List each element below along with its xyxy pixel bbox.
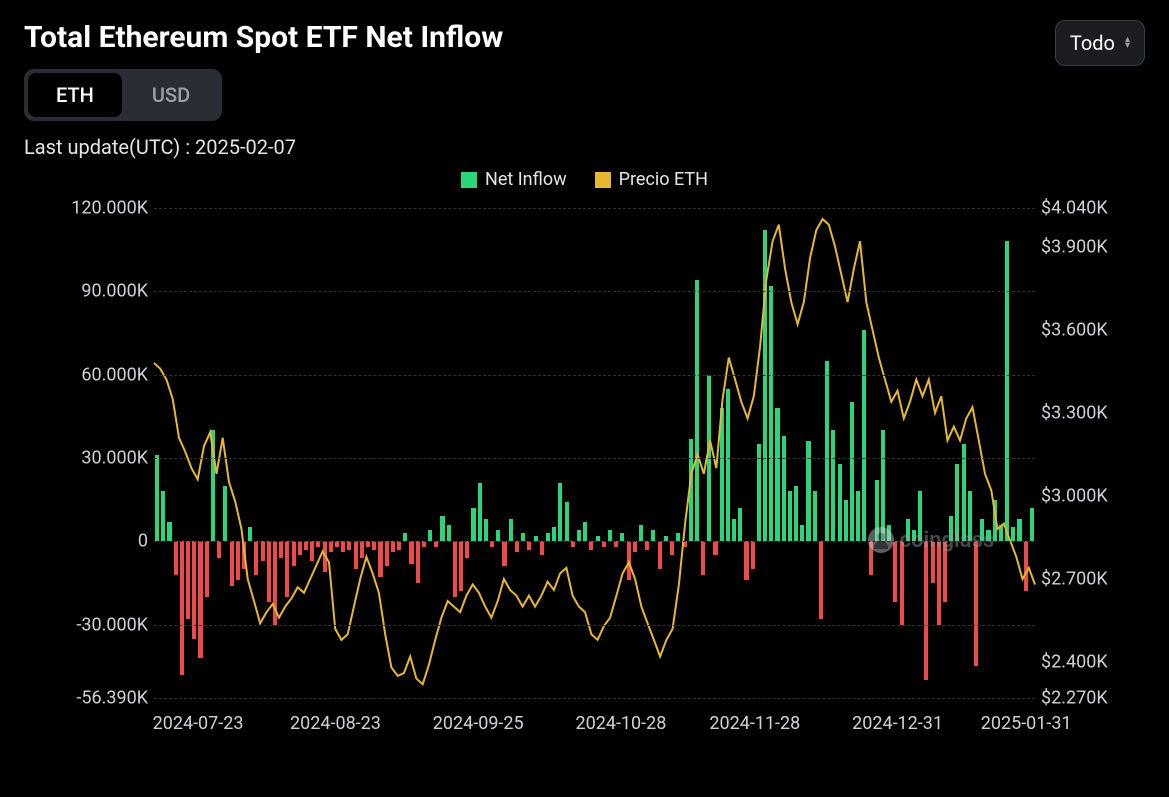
y-left-label: 30.000K — [81, 448, 148, 469]
x-label: 2024-09-25 — [433, 713, 524, 734]
gridline — [154, 375, 1035, 376]
x-label: 2024-12-31 — [852, 713, 943, 734]
y-right-label: $2.400K — [1041, 652, 1108, 673]
currency-tabs: ETH USD — [24, 69, 222, 121]
last-update-text: Last update(UTC) : 2025-02-07 — [24, 135, 1145, 159]
y-left-label: 60.000K — [81, 364, 148, 385]
legend-swatch-inflow-icon — [461, 172, 477, 188]
gridline — [154, 625, 1035, 626]
y-right-label: $4.040K — [1041, 198, 1108, 219]
legend-price-eth-label: Precio ETH — [619, 169, 708, 190]
y-left-label: -56.390K — [76, 688, 148, 709]
x-label: 2024-07-23 — [153, 713, 244, 734]
gridline — [154, 458, 1035, 459]
y-right-label: $2.270K — [1041, 688, 1108, 709]
y-right-label: $3.600K — [1041, 319, 1108, 340]
legend-swatch-price-icon — [595, 172, 611, 188]
y-right-label: $3.300K — [1041, 402, 1108, 423]
gridline — [154, 208, 1035, 209]
chart-plot: coinglass — [154, 208, 1035, 698]
y-left-label: 120.000K — [71, 198, 148, 219]
price-line — [154, 219, 1035, 684]
y-left-label: -30.000K — [76, 614, 148, 635]
tab-usd[interactable]: USD — [124, 73, 218, 117]
y-left-label: 0 — [138, 531, 148, 552]
chevron-updown-icon: ▴▾ — [1125, 37, 1130, 49]
gridline — [154, 291, 1035, 292]
range-dropdown[interactable]: Todo ▴▾ — [1055, 20, 1145, 66]
x-label: 2025-01-31 — [981, 713, 1072, 734]
tab-eth[interactable]: ETH — [28, 73, 122, 117]
legend-price-eth: Precio ETH — [595, 169, 708, 190]
y-right-label: $3.900K — [1041, 236, 1108, 257]
chart-area: coinglass -56.390K -30.000K 0 30.000K 60.000… — [34, 198, 1135, 738]
gridline — [154, 541, 1035, 542]
x-label: 2024-10-28 — [575, 713, 666, 734]
range-dropdown-label: Todo — [1070, 31, 1115, 55]
y-left-label: 90.000K — [81, 281, 148, 302]
legend-net-inflow: Net Inflow — [461, 169, 567, 190]
x-label: 2024-08-23 — [290, 713, 381, 734]
chart-legend: Net Inflow Precio ETH — [24, 169, 1145, 190]
y-right-label: $2.700K — [1041, 568, 1108, 589]
x-label: 2024-11-28 — [709, 713, 800, 734]
page-title: Total Ethereum Spot ETF Net Inflow — [24, 20, 503, 55]
gridline — [154, 698, 1035, 699]
y-right-label: $3.000K — [1041, 485, 1108, 506]
legend-net-inflow-label: Net Inflow — [485, 169, 567, 190]
